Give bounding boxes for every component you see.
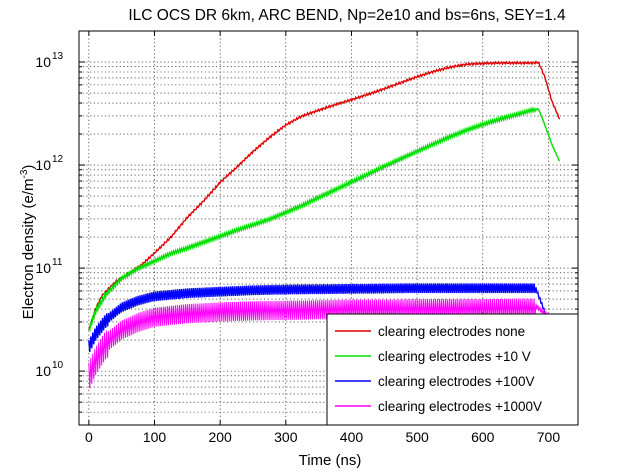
y-tick-label-exponent: 13 bbox=[52, 51, 64, 62]
x-tick-label: 400 bbox=[340, 429, 364, 445]
y-tick-label-exponent: 11 bbox=[52, 257, 63, 268]
y-tick-label: 10 bbox=[35, 260, 51, 276]
y-tick-label: 10 bbox=[35, 54, 51, 70]
x-tick-label: 100 bbox=[143, 429, 167, 445]
y-axis-label-sup: -3 bbox=[19, 169, 30, 178]
legend-label: clearing electrodes +100V bbox=[378, 374, 534, 389]
series-line-3 bbox=[88, 283, 557, 353]
series-line-1 bbox=[88, 60, 561, 331]
y-axis-label-close: ) bbox=[20, 165, 37, 170]
x-tick-label: 300 bbox=[274, 429, 298, 445]
x-axis-label: Time (ns) bbox=[299, 452, 362, 469]
legend: clearing electrodes none clearing electro… bbox=[326, 313, 579, 426]
x-tick-label: 200 bbox=[208, 429, 232, 445]
x-tick-label: 700 bbox=[537, 429, 561, 445]
y-tick-label: 10 bbox=[35, 157, 51, 173]
y-tick-label-exponent: 10 bbox=[52, 360, 64, 371]
series-layer bbox=[88, 60, 561, 389]
y-axis-label-text: Electron density (e/m bbox=[20, 179, 37, 320]
y-axis-label: Electron density (e/m-3) bbox=[19, 165, 37, 320]
x-tick-label: 500 bbox=[405, 429, 429, 445]
legend-label: clearing electrodes +10 V bbox=[378, 349, 531, 364]
grid bbox=[79, 30, 578, 426]
legend-label: clearing electrodes none bbox=[378, 324, 525, 339]
x-tick-labels: 0 100 200 300 400 500 600 700 bbox=[85, 429, 560, 445]
y-tick-label-exponent: 12 bbox=[52, 154, 64, 165]
x-tick-label: 0 bbox=[85, 429, 93, 445]
x-tick-label: 600 bbox=[471, 429, 495, 445]
series-line-2 bbox=[88, 106, 561, 332]
legend-label: clearing electrodes +1000V bbox=[378, 399, 542, 414]
chart-title: ILC OCS DR 6km, ARC BEND, Np=2e10 and bs… bbox=[128, 7, 566, 24]
y-tick-label: 10 bbox=[35, 363, 51, 379]
